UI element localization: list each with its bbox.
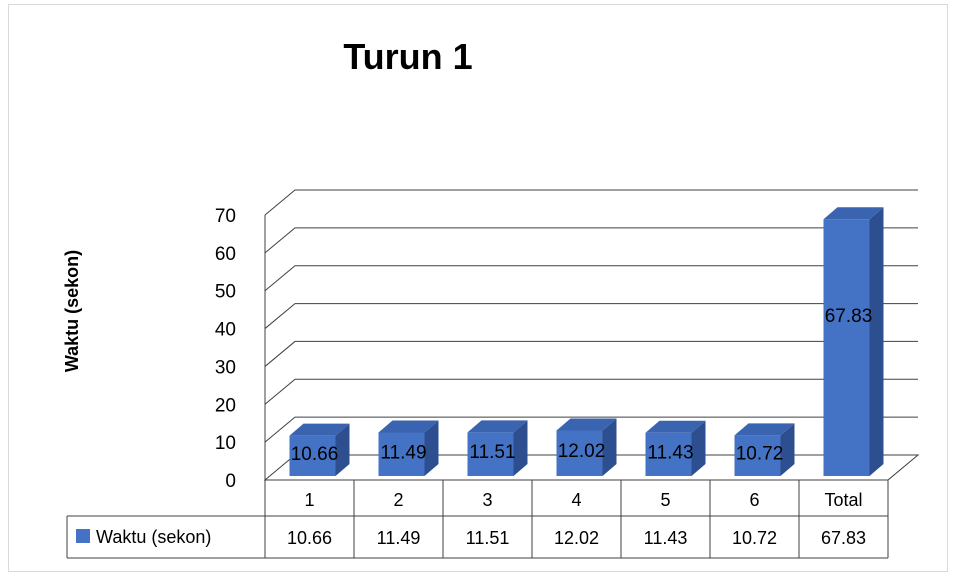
y-tick-label: 20 [215,395,236,416]
bar [734,435,781,476]
bar-side [780,423,795,476]
data-label: 67.83 [825,306,873,327]
data-label: 11.51 [469,442,515,463]
table-value-cell: 10.72 [732,528,777,548]
bar-side [513,420,528,476]
gridline [264,378,918,405]
bar-top [289,423,350,436]
bar [556,430,603,476]
bar-6 [734,423,795,476]
bar-side [602,418,617,476]
table-value-cell: 10.66 [287,528,332,548]
bar-top [734,423,795,436]
data-label: 11.49 [380,442,426,463]
bar [645,432,692,476]
bar-side [335,423,350,476]
gridline [264,340,918,367]
table-header-cell: 5 [660,490,670,510]
y-tick-label: 40 [215,320,236,341]
legend-label: Waktu (sekon) [96,527,211,547]
table-value-cell: 12.02 [554,528,599,548]
legend-swatch [76,529,90,543]
bar-2 [378,420,439,476]
y-tick-label: 60 [215,244,236,265]
y-axis-label: Waktu (sekon) [62,250,82,372]
y-axis-ticks: 0 10 20 30 40 50 60 70 [215,206,236,492]
gridline [264,227,918,254]
bar [378,432,425,476]
data-label: 12.02 [558,441,606,462]
data-label: 10.72 [736,444,784,465]
bar [289,435,336,476]
data-label: 11.43 [647,442,693,463]
bar [467,432,514,476]
table-header-cell: 2 [393,490,403,510]
data-labels: 10.66 11.49 11.51 12.02 11.43 10.72 67.83 [291,306,873,465]
bar-top [556,418,617,431]
bar-4 [556,418,617,476]
bar-top [467,420,528,433]
gridline [264,189,918,216]
bar-top [645,420,706,433]
bar-5 [645,420,706,476]
table-value-cell: 11.49 [377,528,421,548]
gridline [264,416,918,443]
chart-frame [8,4,948,572]
bar-3 [467,420,528,476]
table-header-cell: 3 [482,490,492,510]
gridline [264,303,918,329]
bar-top [823,207,884,220]
bar-side [424,420,439,476]
table-value-cell: 67.83 [821,528,866,548]
bar-Total [823,207,884,476]
table-header-cell: 1 [304,490,314,510]
gridline [264,265,918,292]
bar-side [691,420,706,476]
bar-1 [289,423,350,476]
data-table: 1 10.66 2 11.49 3 11.51 4 12.02 5 11.43 6 10.72 Tota… [66,480,889,559]
bar-top [378,420,439,433]
table-header-cell: 4 [571,490,581,510]
y-tick-label: 30 [215,357,236,378]
table-header-cell: 6 [749,490,759,510]
bars [289,207,884,476]
chart-title: Turun 1 [343,36,472,77]
y-tick-label: 50 [215,282,236,303]
table-value-cell: 11.43 [644,528,688,548]
bar-side [869,207,884,476]
table-header-cell: Total [824,490,862,510]
y-tick-label: 0 [225,471,236,492]
table-value-cell: 11.51 [466,528,510,548]
bar [823,219,870,476]
y-tick-label: 10 [215,433,236,454]
y-tick-label: 70 [215,206,236,227]
data-label: 10.66 [291,444,339,465]
